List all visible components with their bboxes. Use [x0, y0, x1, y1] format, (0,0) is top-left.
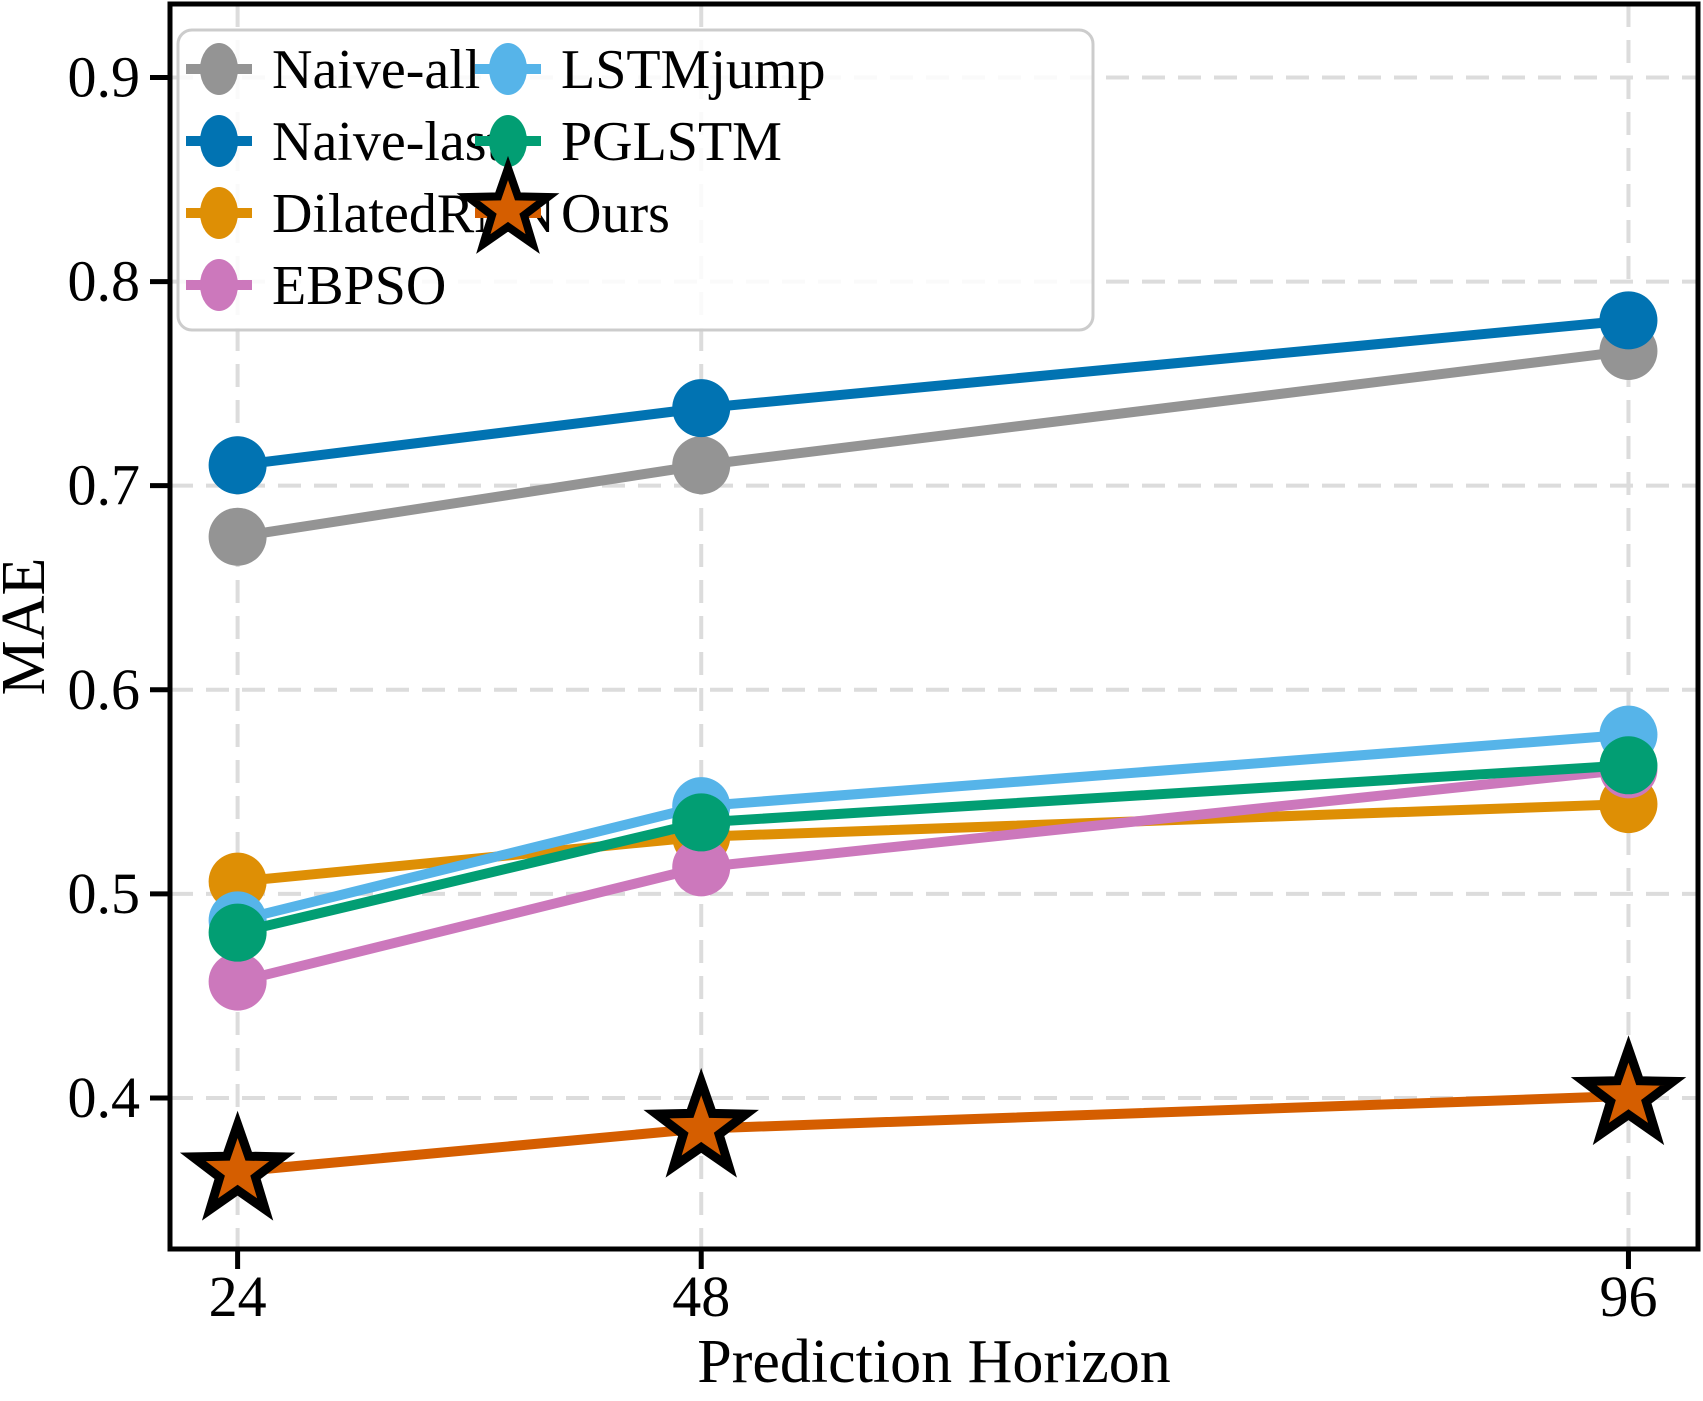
marker-circle-pglstm-24 [208, 903, 267, 962]
x-axis: 24 48 96 [209, 1249, 1657, 1329]
marker-circle-ebpso-48 [672, 838, 731, 897]
marker-circle-naive-last-96 [1599, 291, 1658, 350]
legend-label-lstmjump: LSTMjump [561, 39, 825, 101]
legend-label-naive-last: Naive-last [272, 111, 503, 173]
marker-circle-naive-all-48 [672, 436, 731, 495]
series-markers-ours [179, 1035, 1687, 1221]
x-tick-label-48: 48 [672, 1264, 730, 1329]
legend-item-lstmjump: LSTMjump [475, 39, 825, 101]
series-markers-pglstm [208, 736, 1658, 962]
x-axis-label: Prediction Horizon [697, 1328, 1171, 1396]
legend: Naive-allNaive-lastDilatedRNNEBPSOLSTMju… [176, 28, 1095, 332]
legend-marker-ours [456, 155, 560, 254]
legend-label-ours: Ours [561, 183, 670, 245]
series-line-ebpso [236, 764, 1629, 987]
y-tick-label-0.5: 0.5 [68, 861, 141, 926]
legend-item-naive-last: Naive-last [186, 111, 503, 173]
marker-circle-pglstm-48 [672, 793, 731, 852]
legend-item-ours: Ours [456, 155, 670, 254]
marker-star-ours-24 [179, 1110, 296, 1221]
legend-item-pglstm: PGLSTM [475, 111, 782, 173]
legend-label-naive-all: Naive-all [272, 39, 480, 101]
y-tick-label-0.6: 0.6 [68, 657, 141, 722]
legend-item-ebpso: EBPSO [186, 255, 446, 317]
series-line-naive-last [236, 315, 1629, 471]
y-tick-label-0.9: 0.9 [68, 44, 141, 109]
marker-circle-naive-last-48 [672, 379, 731, 438]
legend-marker-pglstm [489, 115, 527, 167]
legend-marker-naive-all [200, 43, 238, 95]
x-tick-label-24: 24 [209, 1264, 267, 1329]
y-axis-label: MAE [0, 558, 58, 696]
series-markers-naive-last [208, 291, 1658, 495]
x-tick-label-96: 96 [1599, 1264, 1657, 1329]
y-tick-label-0.4: 0.4 [68, 1065, 141, 1130]
series-line-ours [237, 1090, 1629, 1177]
legend-marker-lstmjump [489, 43, 527, 95]
marker-circle-ebpso-24 [208, 952, 267, 1011]
legend-marker-ebpso [200, 259, 238, 311]
legend-box [176, 28, 1095, 332]
plot-frame [167, 1, 1701, 1252]
series-group [179, 291, 1687, 1221]
legend-label-ebpso: EBPSO [272, 255, 446, 317]
legend-marker-dilatedrnn [200, 187, 238, 239]
y-tick-label-0.8: 0.8 [68, 249, 141, 314]
marker-circle-naive-last-24 [208, 436, 267, 495]
marker-circle-pglstm-96 [1599, 736, 1658, 795]
y-tick-label-0.7: 0.7 [68, 453, 141, 518]
legend-label-pglstm: PGLSTM [561, 111, 782, 173]
legend-marker-naive-last [200, 115, 238, 167]
y-axis: 0.4 0.5 0.6 0.7 0.8 0.9 [68, 44, 170, 1130]
marker-circle-naive-all-24 [208, 507, 267, 566]
legend-item-naive-all: Naive-all [186, 39, 480, 101]
marker-star-ours-96 [1570, 1035, 1687, 1146]
marker-star-ours-48 [643, 1067, 759, 1178]
